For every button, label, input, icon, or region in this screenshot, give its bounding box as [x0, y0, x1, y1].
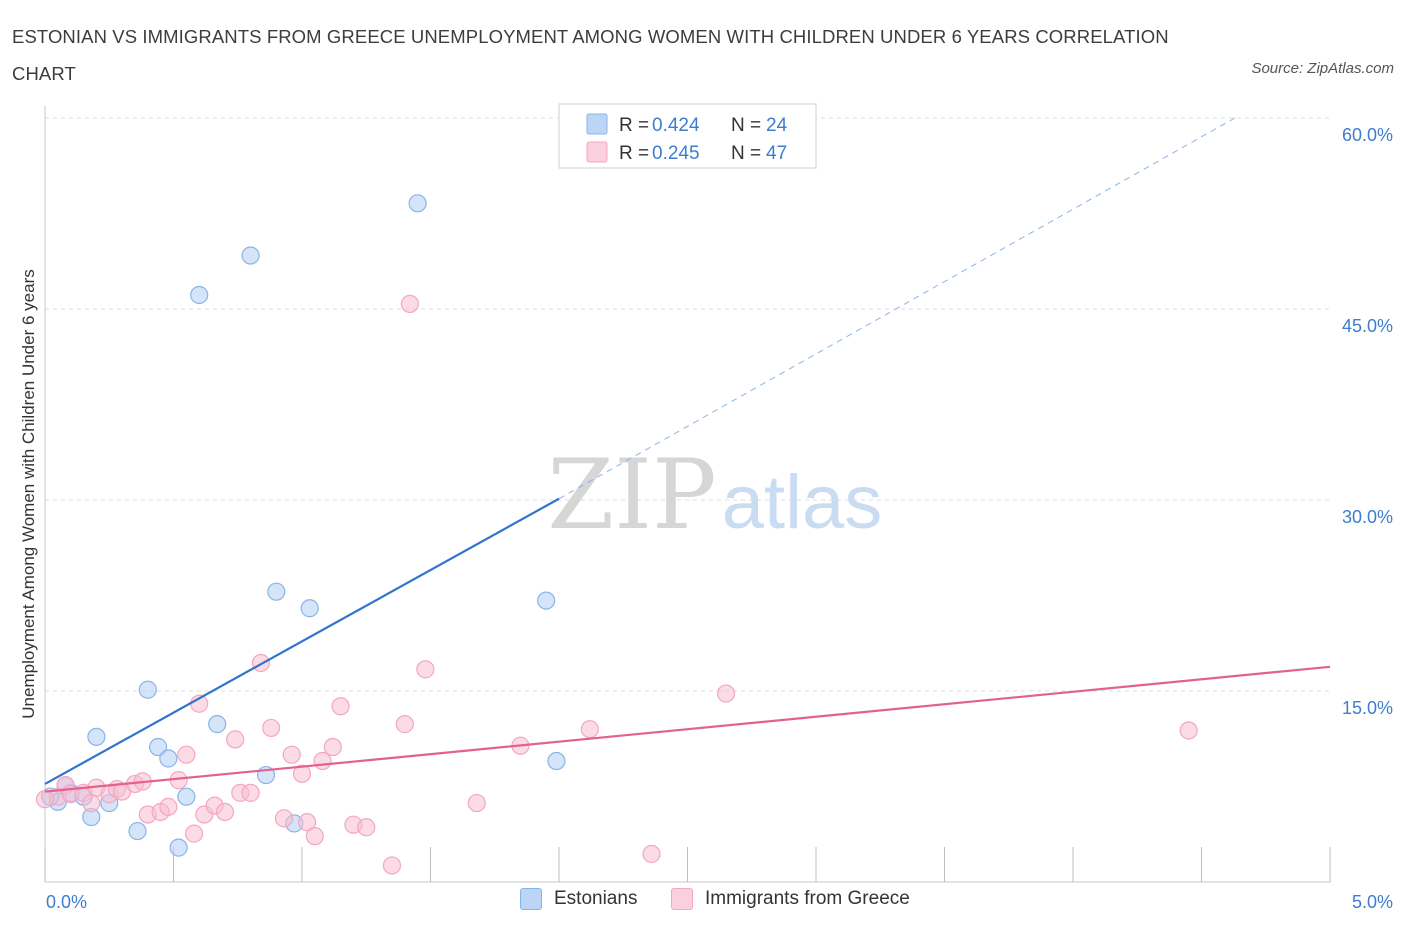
- estonians-point-20: [537, 591, 556, 610]
- estonians-point-6: [128, 821, 147, 841]
- greece-point-35: [357, 818, 376, 837]
- greece-point-44: [716, 684, 736, 703]
- estonians-point-16: [267, 582, 286, 601]
- greece-point-40: [467, 793, 486, 813]
- y-tick-label-3: 60.0%: [1342, 125, 1393, 145]
- greece-point-23: [241, 783, 260, 802]
- legend: Estonians Immigrants from Greece: [0, 888, 1406, 916]
- estonians-point-21: [547, 751, 566, 771]
- trend-lines: [44, 117, 1331, 793]
- greece-point-36: [382, 856, 402, 875]
- chart-title: ESTONIAN VS IMMIGRANTS FROM GREECE UNEMP…: [12, 26, 1169, 84]
- estonians-point-12: [190, 285, 209, 305]
- estonians-trend-line: [44, 497, 560, 785]
- greece-point-42: [580, 720, 599, 739]
- estonians-point-19: [408, 194, 427, 213]
- greece-point-26: [274, 809, 294, 828]
- estonians-trend-extension: [558, 117, 1236, 500]
- greece-point-39: [416, 660, 435, 679]
- greece-point-30: [305, 827, 324, 846]
- greece-point-4: [82, 793, 101, 813]
- legend-swatch-greece-bottom: [671, 888, 693, 910]
- x-tick-label-1: 5.0%: [1352, 892, 1393, 912]
- y-axis-label: Unemployment Among Women with Children U…: [19, 269, 38, 718]
- greece-point-20: [215, 802, 234, 822]
- estonians-point-7: [138, 680, 157, 699]
- estonians-point-8: [148, 737, 168, 757]
- axes: [44, 106, 1331, 883]
- greece-point-13: [159, 797, 178, 816]
- y-tick-label-1: 30.0%: [1342, 507, 1393, 527]
- greece-point-37: [395, 715, 414, 734]
- legend-stats: R = 0.424 N = 24 R = 0.245 N = 47: [558, 103, 817, 169]
- greece-point-28: [292, 764, 312, 783]
- greece-point-38: [400, 294, 420, 314]
- legend-n-label-1: N =: [731, 115, 761, 136]
- legend-item-estonians[interactable]: Estonians: [520, 888, 637, 910]
- x-tick-label-0: 0.0%: [46, 892, 87, 912]
- tick-labels: 15.0% 30.0% 45.0% 60.0% 0.0% 5.0%: [46, 125, 1393, 912]
- greece-point-27: [282, 745, 301, 764]
- greece-point-31: [313, 751, 332, 771]
- legend-r-label-1: R =: [619, 115, 649, 136]
- greece-point-29: [298, 813, 317, 832]
- estonians-point-13: [208, 715, 227, 734]
- watermark-atlas: atlas: [722, 460, 883, 545]
- estonians-point-11: [177, 787, 196, 806]
- grid: [45, 117, 1330, 692]
- estonians-point-4: [87, 727, 106, 746]
- greece-point-45: [1179, 721, 1198, 740]
- legend-n-value-2: 47: [766, 143, 787, 164]
- greece-point-43: [642, 844, 661, 864]
- greece-point-21: [226, 730, 245, 749]
- legend-item-greece[interactable]: Immigrants from Greece: [671, 888, 910, 910]
- legend-label-greece: Immigrants from Greece: [705, 888, 910, 909]
- greece-trend-line: [44, 665, 1331, 793]
- legend-n-label-2: N =: [731, 143, 761, 164]
- watermark-zip: ZIP: [547, 439, 716, 551]
- greece-point-25: [262, 718, 281, 738]
- legend-n-value-1: 24: [766, 115, 788, 136]
- legend-r-value-1: 0.424: [652, 115, 700, 136]
- legend-swatch-estonians: [586, 113, 608, 135]
- greece-point-32: [323, 737, 342, 757]
- y-tick-label-0: 15.0%: [1342, 698, 1393, 718]
- legend-label-estonians: Estonians: [554, 888, 638, 909]
- watermark: ZIP atlas: [547, 439, 882, 551]
- estonians-point-18: [300, 599, 319, 618]
- legend-r-value-2: 0.245: [652, 143, 700, 164]
- legend-r-label-2: R =: [619, 143, 649, 164]
- y-tick-label-2: 45.0%: [1342, 316, 1393, 336]
- greece-point-15: [177, 745, 196, 764]
- estonians-point-14: [241, 246, 260, 265]
- legend-swatch-greece: [586, 141, 608, 163]
- source-label: Source: ZipAtlas.com: [1251, 60, 1394, 77]
- estonians-point-9: [159, 749, 178, 768]
- greece-point-46: [35, 790, 55, 809]
- greece-point-33: [331, 697, 350, 716]
- estonians-point-10: [169, 838, 188, 857]
- greece-point-16: [184, 824, 204, 843]
- legend-swatch-estonians-bottom: [520, 888, 542, 910]
